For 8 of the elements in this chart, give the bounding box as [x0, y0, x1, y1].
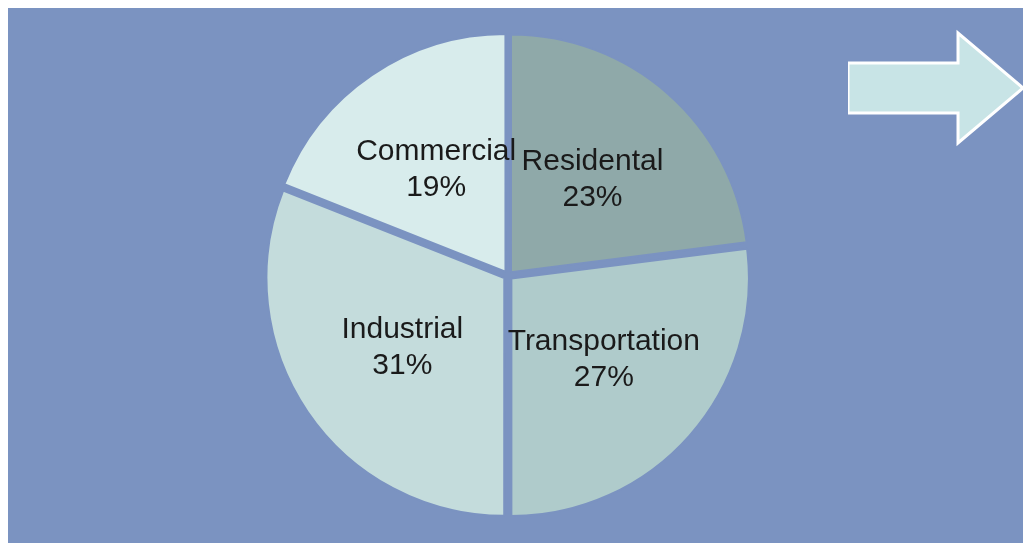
slice-label: Industrial	[341, 310, 464, 344]
data-label: 27%	[573, 359, 634, 393]
slice-label: Residental	[521, 142, 664, 176]
data-label: 23%	[562, 178, 623, 212]
data-label: 31%	[372, 346, 433, 380]
slice-label: Transportation	[507, 323, 700, 357]
data-label: 19%	[406, 169, 467, 203]
slice-label: Commercial	[356, 133, 517, 167]
